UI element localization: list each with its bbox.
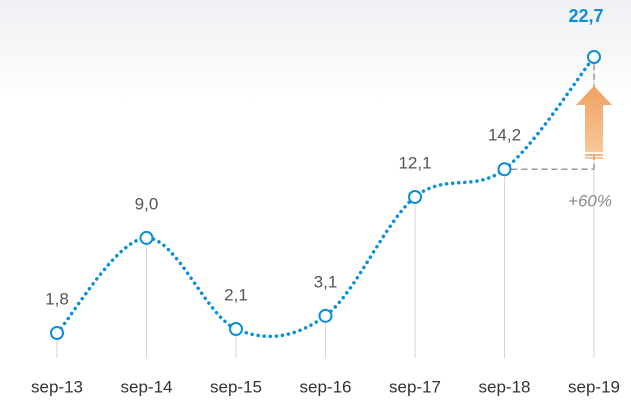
point: [50, 326, 64, 340]
x-tick-label: sep-17: [389, 377, 441, 396]
growth-arrow: [576, 86, 612, 152]
point: [318, 308, 333, 323]
point: [497, 162, 512, 177]
point: [587, 50, 601, 64]
point: [408, 189, 422, 204]
x-tick-label: sep-18: [479, 377, 531, 396]
data-label: 3,1: [314, 272, 338, 291]
x-tick-label: sep-13: [31, 377, 83, 396]
x-tick-label: sep-15: [210, 377, 262, 396]
growth-annotation: +60%: [568, 191, 612, 210]
data-label: 12,1: [398, 153, 431, 172]
data-label: 1,8: [45, 289, 69, 308]
x-tick-label: sep-16: [300, 377, 352, 396]
data-label: 22,7: [568, 6, 603, 26]
x-tick-label: sep-19: [568, 377, 620, 396]
data-label: 2,1: [224, 286, 248, 305]
point: [139, 230, 154, 245]
point: [229, 322, 243, 337]
data-label: 9,0: [135, 194, 159, 213]
x-tick-label: sep-14: [121, 377, 173, 396]
data-label: 14,2: [488, 126, 521, 145]
